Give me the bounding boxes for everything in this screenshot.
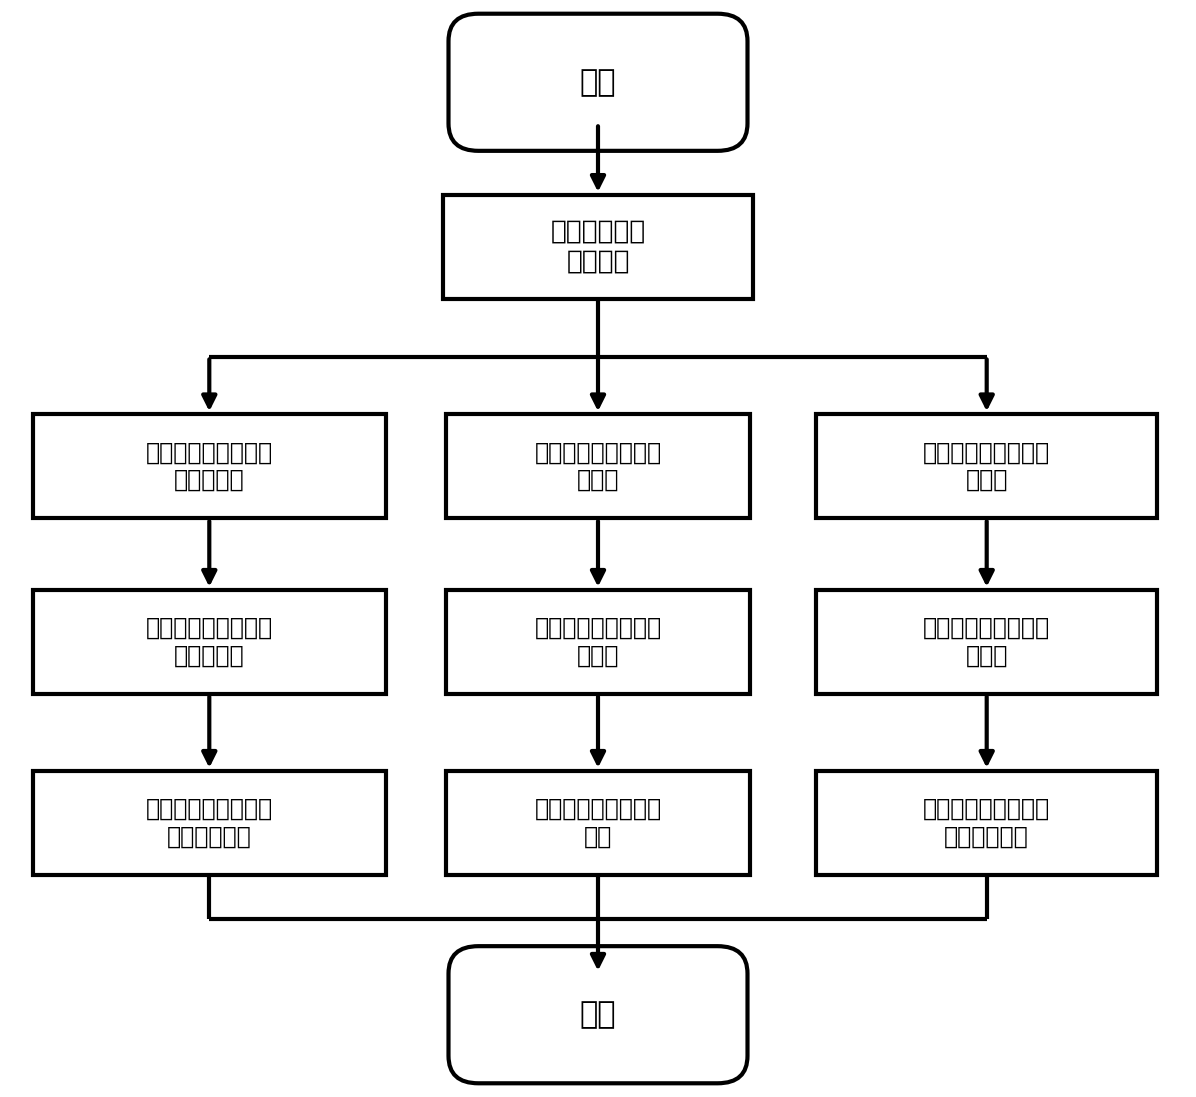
Text: 光谱性能参数测试素
材计算: 光谱性能参数测试素 材计算 <box>535 615 661 668</box>
FancyBboxPatch shape <box>32 415 385 519</box>
Text: 微光光电性能参数测
试素材计算: 微光光电性能参数测 试素材计算 <box>146 615 273 668</box>
Text: 倍增性能参数测试素
材采集: 倍增性能参数测试素 材采集 <box>923 440 1050 493</box>
Text: 量子效率等测试结果
输出: 量子效率等测试结果 输出 <box>535 796 661 849</box>
Text: 工控机连接备
系统组件: 工控机连接备 系统组件 <box>550 218 646 275</box>
Text: 倍增等效读出噪声等
测试结果输出: 倍增等效读出噪声等 测试结果输出 <box>923 796 1050 849</box>
FancyBboxPatch shape <box>445 771 751 875</box>
FancyBboxPatch shape <box>448 946 748 1084</box>
Text: 微光光电性能参数测
试素材采集: 微光光电性能参数测 试素材采集 <box>146 440 273 493</box>
FancyBboxPatch shape <box>445 415 751 519</box>
Text: 开始: 开始 <box>580 68 616 97</box>
Text: 暗信号、读出噪声等
测试结果输出: 暗信号、读出噪声等 测试结果输出 <box>146 796 273 849</box>
FancyBboxPatch shape <box>816 415 1158 519</box>
Text: 光谱性能参数测试素
材采集: 光谱性能参数测试素 材采集 <box>535 440 661 493</box>
FancyBboxPatch shape <box>448 13 748 150</box>
FancyBboxPatch shape <box>816 590 1158 694</box>
Text: 结束: 结束 <box>580 1000 616 1029</box>
FancyBboxPatch shape <box>443 195 753 299</box>
Text: 倍增性能参数测试素
材计算: 倍增性能参数测试素 材计算 <box>923 615 1050 668</box>
FancyBboxPatch shape <box>32 590 385 694</box>
FancyBboxPatch shape <box>32 771 385 875</box>
FancyBboxPatch shape <box>445 590 751 694</box>
FancyBboxPatch shape <box>816 771 1158 875</box>
